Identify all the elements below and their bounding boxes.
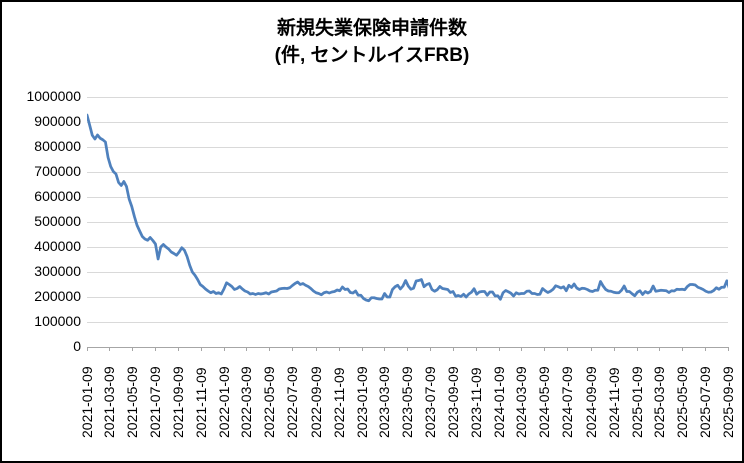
x-axis-tick <box>475 347 477 351</box>
x-axis-tick <box>728 347 729 351</box>
x-axis-tick <box>224 347 226 351</box>
x-axis-tick <box>681 347 683 351</box>
x-axis-tick <box>315 347 317 351</box>
x-axis-tick <box>246 347 248 351</box>
x-axis-tick <box>338 347 340 351</box>
x-axis-tick <box>178 347 180 351</box>
x-axis-tick <box>453 347 455 351</box>
x-axis-tick <box>132 347 134 351</box>
x-axis-tick <box>704 347 706 351</box>
x-axis-tick <box>201 347 203 351</box>
chart-title-line1: 新規失業保険申請件数 <box>276 18 467 39</box>
x-axis-tick <box>658 347 660 351</box>
x-axis-tick <box>498 347 500 351</box>
y-axis-label: 0 <box>73 338 81 354</box>
x-axis-tick <box>636 347 638 351</box>
chart-title: 新規失業保険申請件数 (件, セントルイスFRB) <box>2 15 742 69</box>
y-axis-label: 100000 <box>34 313 81 329</box>
y-axis-label: 1000000 <box>26 88 81 104</box>
x-axis-tick <box>155 347 157 351</box>
y-gridline <box>87 296 728 298</box>
y-axis-label: 200000 <box>34 288 81 304</box>
x-axis-tick <box>109 347 111 351</box>
y-gridline <box>87 271 728 273</box>
y-gridline <box>87 321 728 323</box>
y-gridline <box>87 121 728 123</box>
x-axis-tick <box>521 347 523 351</box>
chart-title-line2: (件, セントルイスFRB) <box>274 45 470 66</box>
y-axis-label: 900000 <box>34 113 81 129</box>
y-axis-label: 700000 <box>34 163 81 179</box>
claims-line-series <box>87 113 728 303</box>
y-gridline <box>87 96 728 98</box>
y-gridline <box>87 146 728 148</box>
x-axis-tick <box>567 347 569 351</box>
x-axis-tick <box>590 347 592 351</box>
y-gridline <box>87 171 728 173</box>
x-axis-tick <box>87 347 88 351</box>
y-axis-label: 300000 <box>34 263 81 279</box>
y-gridline <box>87 246 728 248</box>
y-axis-label: 800000 <box>34 138 81 154</box>
x-axis-tick <box>544 347 546 351</box>
x-axis-tick <box>292 347 294 351</box>
x-axis-tick <box>383 347 385 351</box>
y-gridline <box>87 221 728 223</box>
y-axis-label: 400000 <box>34 238 81 254</box>
x-axis-tick <box>429 347 431 351</box>
y-axis-label: 600000 <box>34 188 81 204</box>
x-axis-tick <box>613 347 615 351</box>
x-axis-tick <box>269 347 271 351</box>
y-gridline <box>87 196 728 198</box>
x-axis-tick <box>406 347 408 351</box>
x-axis-tick <box>361 347 363 351</box>
y-axis-label: 500000 <box>34 213 81 229</box>
